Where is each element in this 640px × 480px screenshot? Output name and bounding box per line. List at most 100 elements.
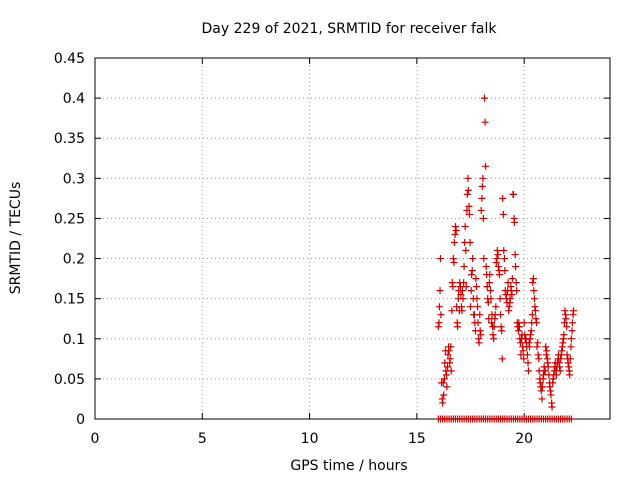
data-point: [489, 331, 497, 339]
y-tick-label: 0.25: [54, 211, 85, 227]
data-point: [465, 202, 473, 210]
data-point: [534, 351, 542, 359]
data-point: [511, 218, 519, 226]
data-point: [482, 162, 490, 170]
data-point: [528, 311, 536, 319]
data-point: [532, 307, 540, 315]
data-point: [517, 351, 525, 359]
data-point: [564, 359, 572, 367]
data-points: [434, 94, 578, 423]
data-point: [490, 335, 498, 343]
data-point: [559, 339, 567, 347]
data-point: [498, 327, 506, 335]
data-point: [523, 351, 531, 359]
data-point: [487, 295, 495, 303]
x-tick-label: 10: [301, 431, 319, 447]
data-point: [544, 363, 552, 371]
y-tick-label: 0.2: [63, 252, 85, 268]
data-point: [474, 319, 482, 327]
data-point: [494, 263, 502, 271]
data-point: [537, 387, 545, 395]
data-point: [527, 331, 535, 339]
data-point: [499, 210, 507, 218]
data-point: [469, 255, 477, 263]
data-point: [475, 339, 483, 347]
data-point: [484, 299, 492, 307]
data-point: [504, 279, 512, 287]
data-point: [527, 327, 535, 335]
data-point: [464, 174, 472, 182]
data-point: [436, 255, 444, 263]
data-point: [450, 239, 458, 247]
data-point: [500, 255, 508, 263]
data-point: [557, 355, 565, 363]
x-tick-label: 5: [198, 431, 207, 447]
data-point: [563, 351, 571, 359]
data-point: [458, 287, 466, 295]
data-point: [567, 415, 575, 423]
data-point: [485, 279, 493, 287]
data-point: [439, 379, 447, 387]
data-point: [479, 174, 487, 182]
data-point: [479, 214, 487, 222]
data-point: [524, 367, 532, 375]
data-point: [566, 371, 574, 379]
data-point: [465, 210, 473, 218]
data-point: [478, 194, 486, 202]
data-point: [486, 287, 494, 295]
data-point: [435, 303, 443, 311]
chart-title: Day 229 of 2021, SRMTID for receiver fal…: [202, 21, 498, 37]
data-point: [543, 347, 551, 355]
x-axis-label: GPS time / hours: [290, 458, 407, 474]
data-point: [488, 319, 496, 327]
data-point: [444, 351, 452, 359]
data-point: [454, 323, 462, 331]
data-point: [492, 259, 500, 267]
data-point: [460, 279, 468, 287]
y-tick-label: 0.45: [54, 51, 85, 67]
data-point: [520, 355, 528, 363]
data-point: [452, 226, 460, 234]
data-point: [532, 315, 540, 323]
data-point: [476, 327, 484, 335]
data-point: [463, 190, 471, 198]
data-point: [493, 255, 501, 263]
data-point: [486, 271, 494, 279]
data-point: [477, 331, 485, 339]
data-point: [541, 367, 549, 375]
data-point: [514, 327, 522, 335]
y-tick-label: 0: [76, 412, 85, 428]
data-point: [473, 283, 481, 291]
data-point: [448, 279, 456, 287]
data-point: [502, 291, 510, 299]
data-point: [435, 319, 443, 327]
data-point: [461, 222, 469, 230]
data-point: [457, 291, 465, 299]
data-point: [498, 355, 506, 363]
data-point: [483, 283, 491, 291]
data-point: [547, 391, 555, 399]
data-point: [542, 343, 550, 351]
data-point: [561, 307, 569, 315]
data-point: [462, 283, 470, 291]
data-point: [468, 267, 476, 275]
data-point: [536, 379, 544, 387]
data-point: [566, 355, 574, 363]
data-point: [529, 275, 537, 283]
data-point: [445, 347, 453, 355]
y-tick-label: 0.15: [54, 292, 85, 308]
data-point: [563, 323, 571, 331]
data-point: [467, 287, 475, 295]
x-tick-label: 20: [515, 431, 533, 447]
data-point: [480, 94, 488, 102]
data-point: [490, 323, 498, 331]
data-point: [443, 383, 451, 391]
data-point: [534, 339, 542, 347]
data-point: [442, 371, 450, 379]
data-point: [552, 371, 560, 379]
data-point: [478, 182, 486, 190]
data-point: [482, 263, 490, 271]
y-tick-label: 0.35: [54, 131, 85, 147]
data-point: [508, 291, 516, 299]
data-point: [480, 255, 488, 263]
